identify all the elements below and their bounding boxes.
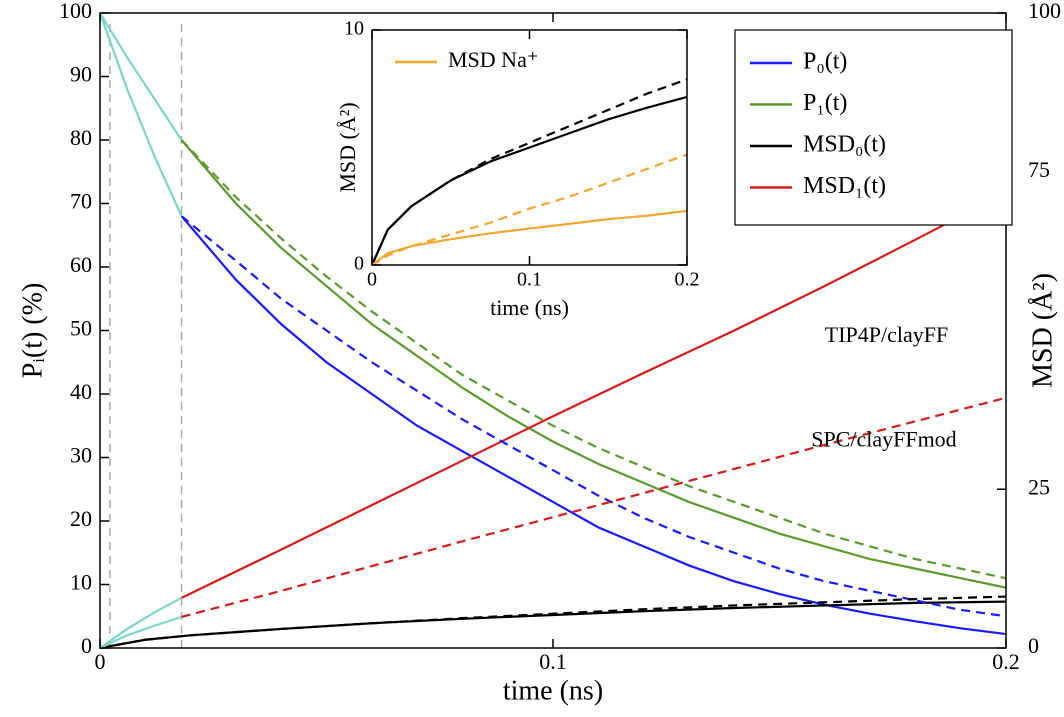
y-tick-label: 20 [70,506,92,531]
series-line [99,615,182,649]
annotation: SPC/clayFFmod [811,427,956,452]
series-line [99,595,1007,650]
series-line [180,139,1007,580]
series-line [180,215,1007,636]
x-axis-label: time (ns) [490,295,569,320]
y-tick-label: 0 [81,633,92,658]
series-line [180,139,1007,589]
x-axis-label: time (ns) [503,675,603,706]
legend-label: MSD₀(t) [803,132,886,158]
series-line [371,153,688,266]
x-tick-label: 0.1 [517,269,542,291]
y2-axis-label: MSD (Å²) [1027,273,1058,388]
x-tick-label: 0.1 [539,649,567,674]
x-tick-label: 0 [367,269,377,291]
legend-label: P₀(t) [803,49,847,75]
legend-label: P₁(t) [803,90,847,116]
x-tick-label: 0.2 [675,269,700,291]
y-tick-label: 30 [70,443,92,468]
y-tick-label: 80 [70,125,92,150]
y-axis-label: Pᵢ(t) (%) [17,283,48,379]
y-axis-label: MSD (Å²) [335,102,360,192]
series-line [180,215,1007,618]
y2-tick-label: 0 [1028,633,1039,658]
series-line [181,396,1007,618]
y-tick-label: 90 [70,62,92,87]
series-line [99,596,183,649]
series-line [370,78,688,266]
x-tick-label: 0.2 [992,649,1020,674]
series-line [99,12,183,141]
series-line [98,12,183,217]
x-tick-label: 0 [95,649,106,674]
y-tick-label: 40 [70,379,92,404]
y-tick-label: 10 [70,570,92,595]
y-tick-label: 0 [354,253,364,275]
y2-tick-label: 100 [1028,0,1061,23]
y-tick-label: 70 [70,189,92,214]
series-line [370,95,688,266]
y2-tick-label: 25 [1028,474,1050,499]
y-tick-label: 50 [70,316,92,341]
y-tick-label: 60 [70,252,92,277]
y2-tick-label: 75 [1028,157,1050,182]
series-line [181,191,1007,599]
legend-label: MSD Na⁺ [448,47,538,72]
legend-label: MSD₁(t) [803,173,886,199]
y-tick-label: 100 [59,0,92,23]
y-tick-label: 10 [344,18,364,40]
annotation: TIP4P/clayFF [825,322,948,347]
